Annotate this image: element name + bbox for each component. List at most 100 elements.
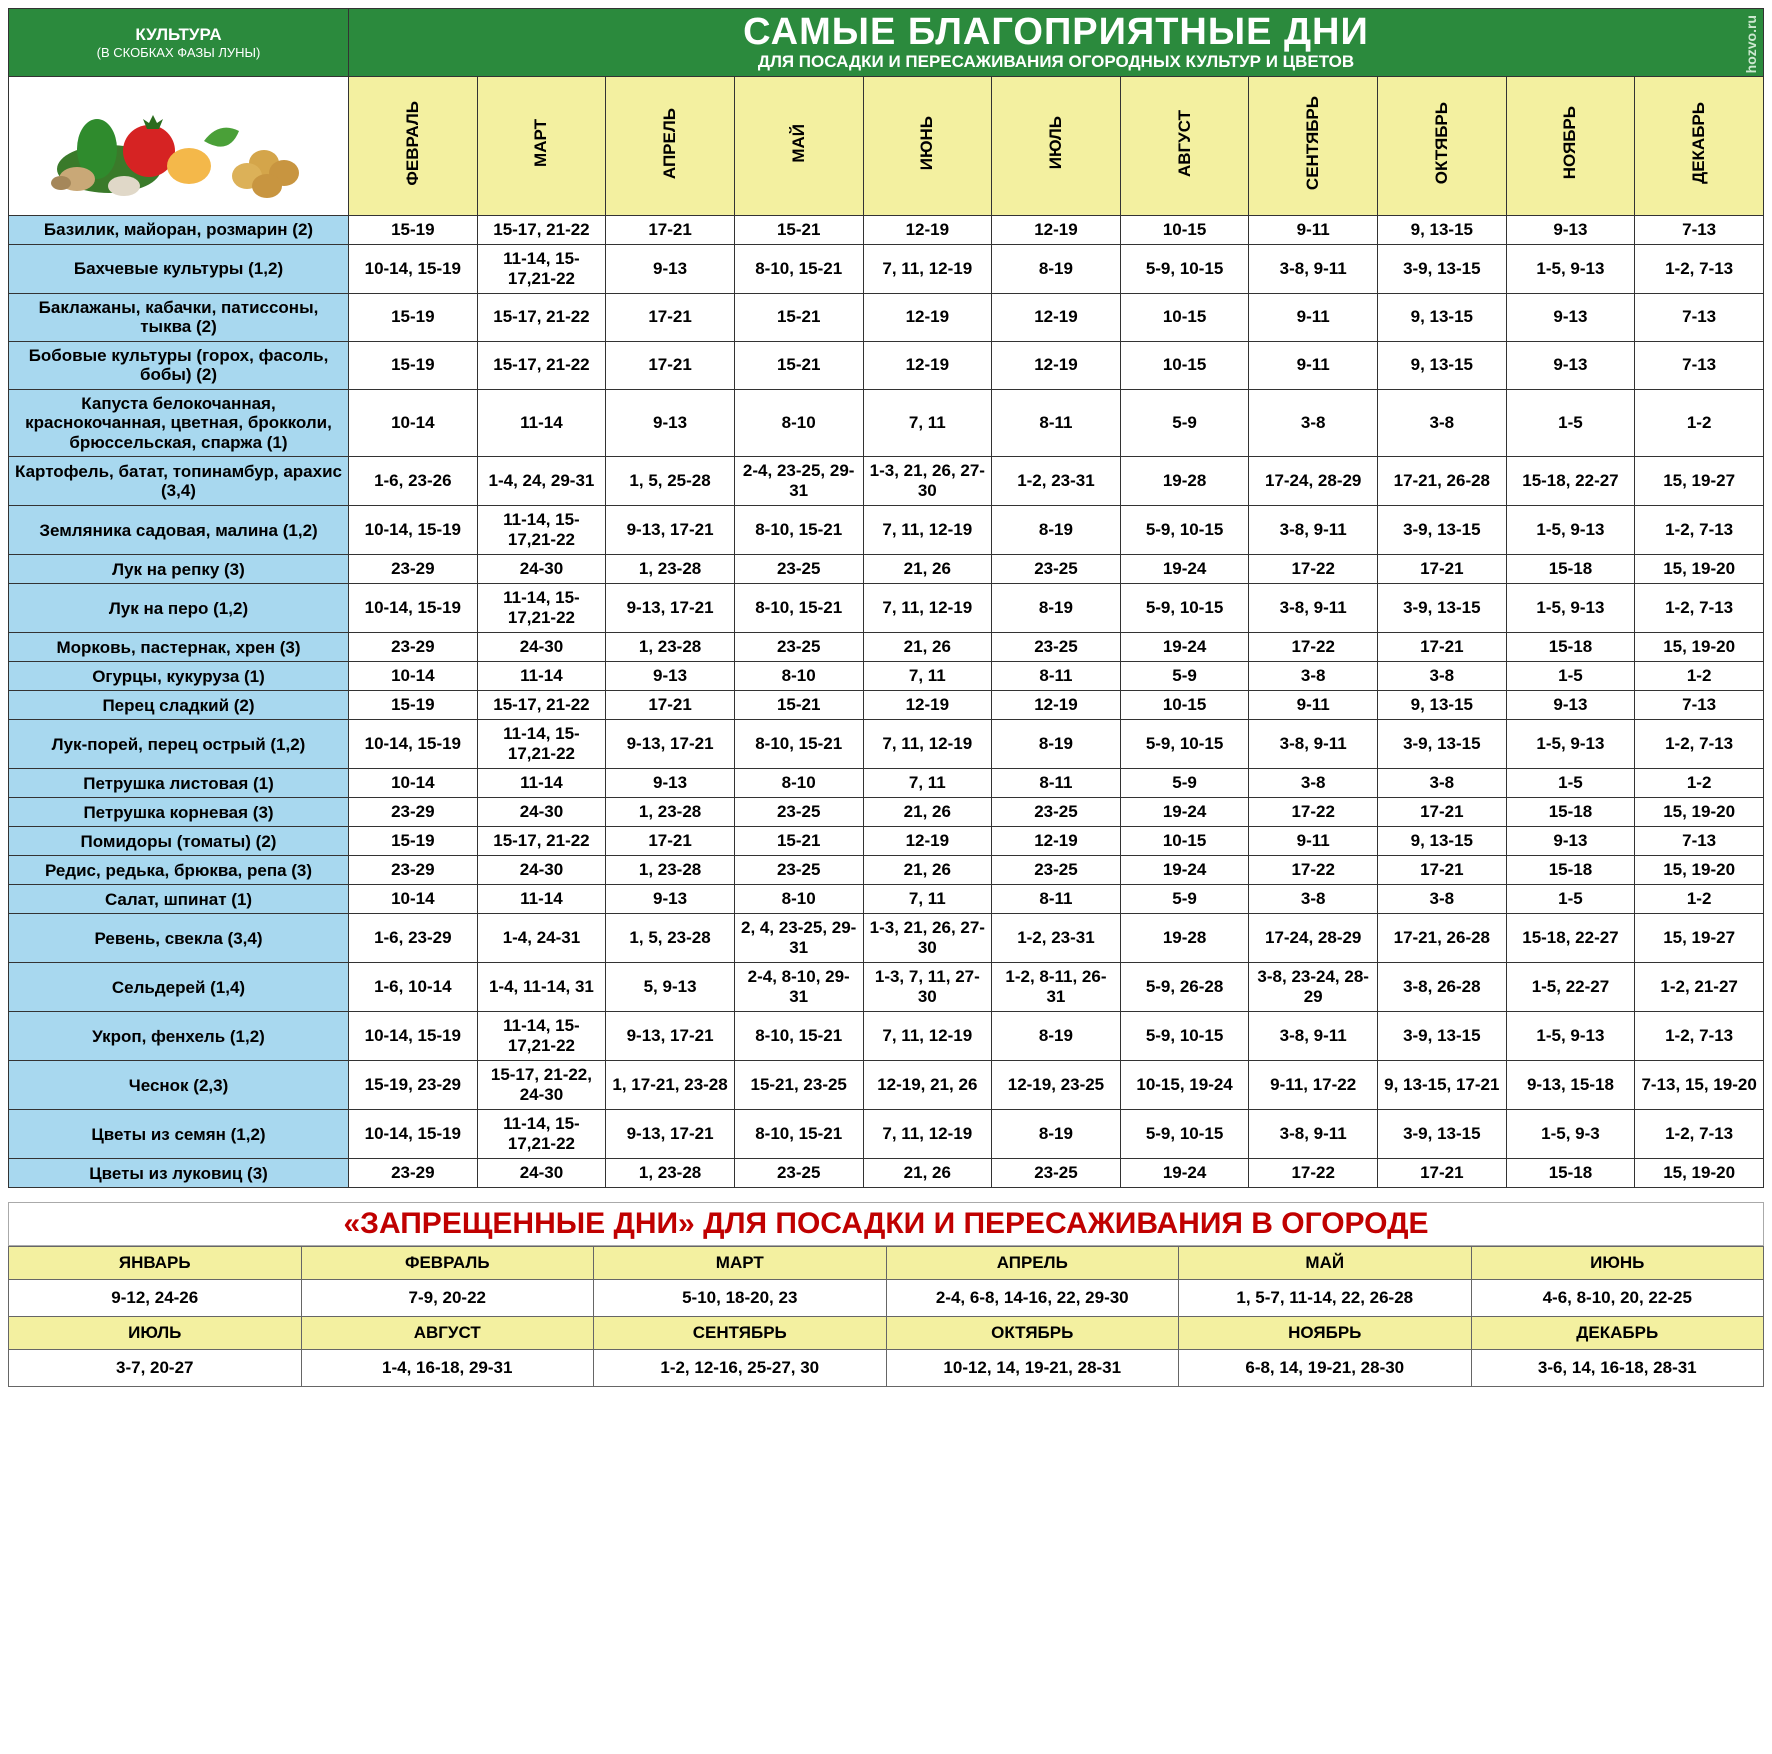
date-cell: 3-8 [1249, 769, 1378, 798]
date-cell: 15-21, 23-25 [734, 1061, 863, 1110]
date-cell: 1-2, 7-13 [1635, 244, 1764, 293]
date-cell: 9-13 [1506, 341, 1635, 389]
forbidden-dates: 10-12, 14, 19-21, 28-31 [886, 1350, 1179, 1387]
culture-label: КУЛЬТУРА [135, 25, 221, 44]
month-header-7: СЕНТЯБРЬ [1249, 76, 1378, 215]
month-label: ИЮЛЬ [1046, 116, 1066, 169]
date-cell: 7, 11, 12-19 [863, 244, 992, 293]
date-cell: 8-10 [734, 885, 863, 914]
date-cell: 1-5, 22-27 [1506, 963, 1635, 1012]
date-cell: 15-21 [734, 215, 863, 244]
date-cell: 1, 23-28 [606, 633, 735, 662]
crop-label: Капуста белокочанная, краснокочанная, цв… [9, 389, 349, 457]
month-label: МАЙ [789, 124, 809, 163]
forbidden-month: ИЮНЬ [1471, 1247, 1764, 1280]
date-cell: 11-14 [477, 769, 606, 798]
date-cell: 10-15, 19-24 [1120, 1061, 1249, 1110]
table-row: Картофель, батат, топинамбур, арахис (3,… [9, 457, 1764, 506]
forbidden-month: ОКТЯБРЬ [886, 1317, 1179, 1350]
date-cell: 15-18 [1506, 1159, 1635, 1188]
month-header-5: ИЮЛЬ [992, 76, 1121, 215]
table-row: Базилик, майоран, розмарин (2)15-1915-17… [9, 215, 1764, 244]
crop-label: Бахчевые культуры (1,2) [9, 244, 349, 293]
date-cell: 3-8, 9-11 [1249, 1110, 1378, 1159]
date-cell: 24-30 [477, 633, 606, 662]
crop-label: Бобовые культуры (горох, фасоль, бобы) (… [9, 341, 349, 389]
date-cell: 15-21 [734, 341, 863, 389]
date-cell: 21, 26 [863, 856, 992, 885]
date-cell: 1-5, 9-13 [1506, 584, 1635, 633]
favorable-days-table: КУЛЬТУРА (В СКОБКАХ ФАЗЫ ЛУНЫ) САМЫЕ БЛА… [8, 8, 1764, 1188]
date-cell: 3-8, 9-11 [1249, 720, 1378, 769]
date-cell: 17-21 [1378, 856, 1507, 885]
date-cell: 24-30 [477, 1159, 606, 1188]
forbidden-month: ДЕКАБРЬ [1471, 1317, 1764, 1350]
date-cell: 8-11 [992, 769, 1121, 798]
table-row: Укроп, фенхель (1,2)10-14, 15-1911-14, 1… [9, 1012, 1764, 1061]
date-cell: 3-8, 9-11 [1249, 506, 1378, 555]
date-cell: 17-21, 26-28 [1378, 457, 1507, 506]
date-cell: 15-17, 21-22, 24-30 [477, 1061, 606, 1110]
date-cell: 7, 11 [863, 885, 992, 914]
table-row: Перец сладкий (2)15-1915-17, 21-2217-211… [9, 691, 1764, 720]
date-cell: 9, 13-15 [1378, 827, 1507, 856]
crop-label: Укроп, фенхель (1,2) [9, 1012, 349, 1061]
date-cell: 17-22 [1249, 633, 1378, 662]
date-cell: 15, 19-20 [1635, 856, 1764, 885]
forbidden-month: СЕНТЯБРЬ [594, 1317, 887, 1350]
date-cell: 10-15 [1120, 691, 1249, 720]
date-cell: 7, 11 [863, 389, 992, 457]
date-cell: 10-14 [349, 885, 478, 914]
date-cell: 9, 13-15 [1378, 215, 1507, 244]
date-cell: 9-13 [606, 662, 735, 691]
date-cell: 23-29 [349, 633, 478, 662]
table-row: Редис, редька, брюква, репа (3)23-2924-3… [9, 856, 1764, 885]
date-cell: 3-9, 13-15 [1378, 1110, 1507, 1159]
date-cell: 7-13 [1635, 827, 1764, 856]
date-cell: 9, 13-15 [1378, 691, 1507, 720]
date-cell: 5-9 [1120, 885, 1249, 914]
table-row: Ревень, свекла (3,4)1-6, 23-291-4, 24-31… [9, 914, 1764, 963]
vegetable-illustration-cell [9, 76, 349, 215]
date-cell: 5-9, 10-15 [1120, 1110, 1249, 1159]
date-cell: 3-8, 9-11 [1249, 244, 1378, 293]
date-cell: 1, 5, 23-28 [606, 914, 735, 963]
date-cell: 11-14, 15-17,21-22 [477, 1012, 606, 1061]
month-label: АПРЕЛЬ [660, 108, 680, 179]
vegetable-illustration [15, 81, 342, 211]
forbidden-month: ФЕВРАЛЬ [301, 1247, 594, 1280]
date-cell: 5-9 [1120, 662, 1249, 691]
date-cell: 10-15 [1120, 827, 1249, 856]
date-cell: 9-11 [1249, 293, 1378, 341]
crop-label: Баклажаны, кабачки, патиссоны, тыква (2) [9, 293, 349, 341]
date-cell: 7, 11 [863, 662, 992, 691]
date-cell: 9-11 [1249, 215, 1378, 244]
date-cell: 15, 19-20 [1635, 633, 1764, 662]
date-cell: 1-5, 9-13 [1506, 506, 1635, 555]
date-cell: 10-14 [349, 769, 478, 798]
date-cell: 23-25 [992, 856, 1121, 885]
date-cell: 23-29 [349, 1159, 478, 1188]
date-cell: 3-9, 13-15 [1378, 584, 1507, 633]
date-cell: 15-18 [1506, 555, 1635, 584]
date-cell: 17-21 [606, 215, 735, 244]
date-cell: 8-11 [992, 389, 1121, 457]
date-cell: 15-18 [1506, 633, 1635, 662]
date-cell: 10-15 [1120, 341, 1249, 389]
month-header-6: АВГУСТ [1120, 76, 1249, 215]
date-cell: 9-13, 17-21 [606, 584, 735, 633]
date-cell: 1-6, 23-26 [349, 457, 478, 506]
month-label: ДЕКАБРЬ [1689, 102, 1709, 184]
date-cell: 8-19 [992, 244, 1121, 293]
date-cell: 8-10, 15-21 [734, 506, 863, 555]
date-cell: 5-9 [1120, 389, 1249, 457]
date-cell: 19-24 [1120, 555, 1249, 584]
month-label: НОЯБРЬ [1560, 106, 1580, 179]
date-cell: 15, 19-20 [1635, 798, 1764, 827]
forbidden-month: АПРЕЛЬ [886, 1247, 1179, 1280]
date-cell: 9-11 [1249, 691, 1378, 720]
date-cell: 12-19 [863, 691, 992, 720]
date-cell: 9-13, 15-18 [1506, 1061, 1635, 1110]
date-cell: 12-19, 23-25 [992, 1061, 1121, 1110]
date-cell: 1-2, 7-13 [1635, 584, 1764, 633]
